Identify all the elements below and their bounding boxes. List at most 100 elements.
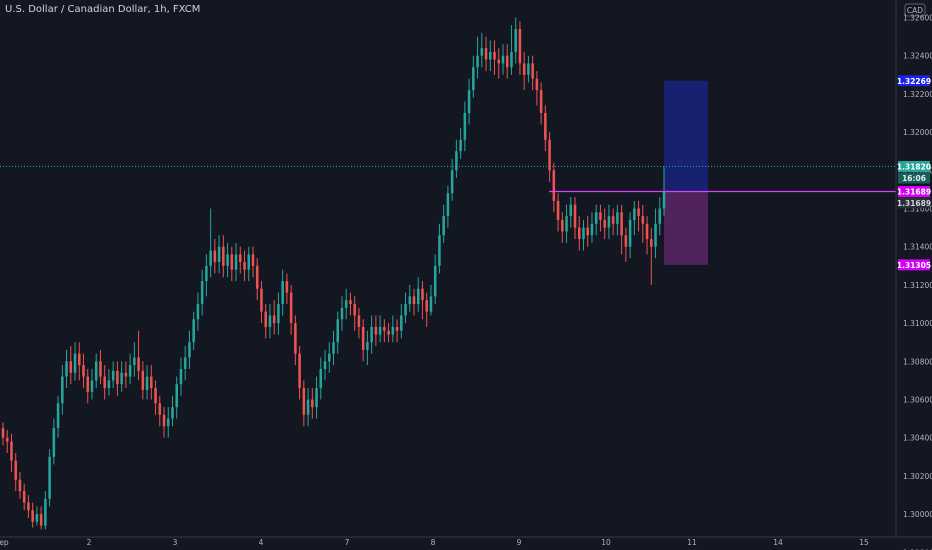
- candle: [497, 48, 501, 79]
- price-axis[interactable]: CAD1.326001.324001.322001.320001.318001.…: [895, 0, 932, 550]
- candle: [361, 319, 365, 362]
- y-tick-label: 1.31200: [903, 281, 932, 290]
- candle: [264, 304, 267, 339]
- candle: [302, 380, 306, 427]
- candle: [374, 315, 378, 347]
- countdown-tag: [898, 172, 930, 184]
- y-tick-label: 1.32000: [903, 128, 932, 137]
- candle: [234, 242, 238, 282]
- candle: [493, 40, 496, 75]
- candle: [544, 105, 547, 152]
- candle: [298, 346, 301, 400]
- candle: [561, 212, 564, 243]
- candle: [501, 44, 505, 75]
- candle: [200, 269, 204, 316]
- candle: [637, 200, 640, 232]
- stop-zone[interactable]: [664, 191, 708, 265]
- candle: [344, 288, 348, 320]
- candle: [400, 304, 403, 339]
- candle: [158, 395, 162, 427]
- candle: [61, 365, 64, 415]
- time-axis[interactable]: ep 2 3 4 7 8 9 10 11 14 15: [0, 536, 932, 547]
- y-tick-label: 1.29800: [903, 548, 932, 550]
- entry-price-label: 1.31689: [897, 188, 931, 197]
- candle: [192, 311, 195, 350]
- candle: [39, 506, 43, 530]
- candle: [395, 319, 399, 343]
- position-zones: [664, 80, 708, 265]
- candle: [128, 353, 132, 385]
- candle: [120, 361, 123, 392]
- currency-label: CAD: [907, 6, 923, 15]
- candle: [315, 376, 318, 419]
- candle: [247, 246, 251, 282]
- price-tags: 1.32269 1.31820 16:06 1.31689 1.31689 1.31305: [897, 75, 931, 271]
- candle: [357, 307, 361, 339]
- candle: [99, 349, 102, 385]
- candle: [145, 365, 149, 400]
- candle: [73, 342, 77, 381]
- candle: [340, 296, 344, 331]
- current-price-label: 1.31820: [897, 163, 931, 172]
- candle: [268, 304, 272, 339]
- candle: [535, 71, 539, 106]
- candle: [450, 158, 454, 201]
- candle: [391, 315, 395, 343]
- candle: [383, 319, 386, 343]
- entry-price-tag: [898, 186, 930, 198]
- candle: [311, 388, 314, 419]
- candle: [255, 258, 259, 301]
- symbol-title: U.S. Dollar / Canadian Dollar, 1h, FXCM: [5, 4, 201, 15]
- candle: [272, 300, 276, 335]
- candle: [654, 208, 657, 259]
- candle: [162, 407, 166, 438]
- target-price-tag: [898, 75, 930, 87]
- candle: [552, 162, 556, 213]
- candle-series: [1, 17, 666, 530]
- candle: [590, 212, 594, 243]
- candle: [510, 25, 513, 75]
- candle: [188, 330, 191, 369]
- candle: [327, 342, 331, 373]
- candle: [416, 277, 420, 312]
- x-tick-label: 3: [173, 538, 178, 547]
- candle: [154, 380, 157, 415]
- stop-price-label: 1.31305: [897, 261, 931, 270]
- candle: [505, 44, 509, 79]
- y-tick-label: 1.30000: [903, 510, 932, 519]
- chart-title: U.S. Dollar / Canadian Dollar, 1h, FXCM: [5, 4, 200, 15]
- candle: [209, 208, 212, 278]
- candle: [171, 395, 174, 427]
- target-zone[interactable]: [664, 80, 708, 192]
- price-axis-panel[interactable]: [896, 0, 932, 550]
- candle: [226, 242, 229, 278]
- stop-price-tag: [898, 259, 930, 271]
- candle: [196, 292, 200, 331]
- candle: [243, 250, 246, 282]
- candle: [463, 101, 467, 152]
- candle: [336, 311, 340, 354]
- candle: [90, 368, 94, 400]
- currency-box[interactable]: [904, 3, 926, 17]
- candle: [306, 388, 310, 427]
- candle: [116, 361, 119, 396]
- candle: [455, 139, 458, 178]
- candle: [31, 502, 34, 528]
- candle: [82, 353, 85, 389]
- candle: [658, 197, 662, 236]
- candle: [633, 200, 636, 236]
- candle: [18, 472, 22, 499]
- candle: [472, 55, 475, 98]
- candle: [641, 204, 645, 243]
- x-tick-label: 14: [773, 538, 783, 547]
- candle: [260, 281, 263, 324]
- candle: [628, 212, 632, 259]
- candle: [281, 269, 284, 316]
- candle: [150, 365, 153, 400]
- x-tick-label: 7: [345, 538, 350, 547]
- candle: [514, 17, 517, 64]
- candle: [205, 254, 208, 297]
- candle: [35, 506, 39, 526]
- candle: [489, 40, 492, 72]
